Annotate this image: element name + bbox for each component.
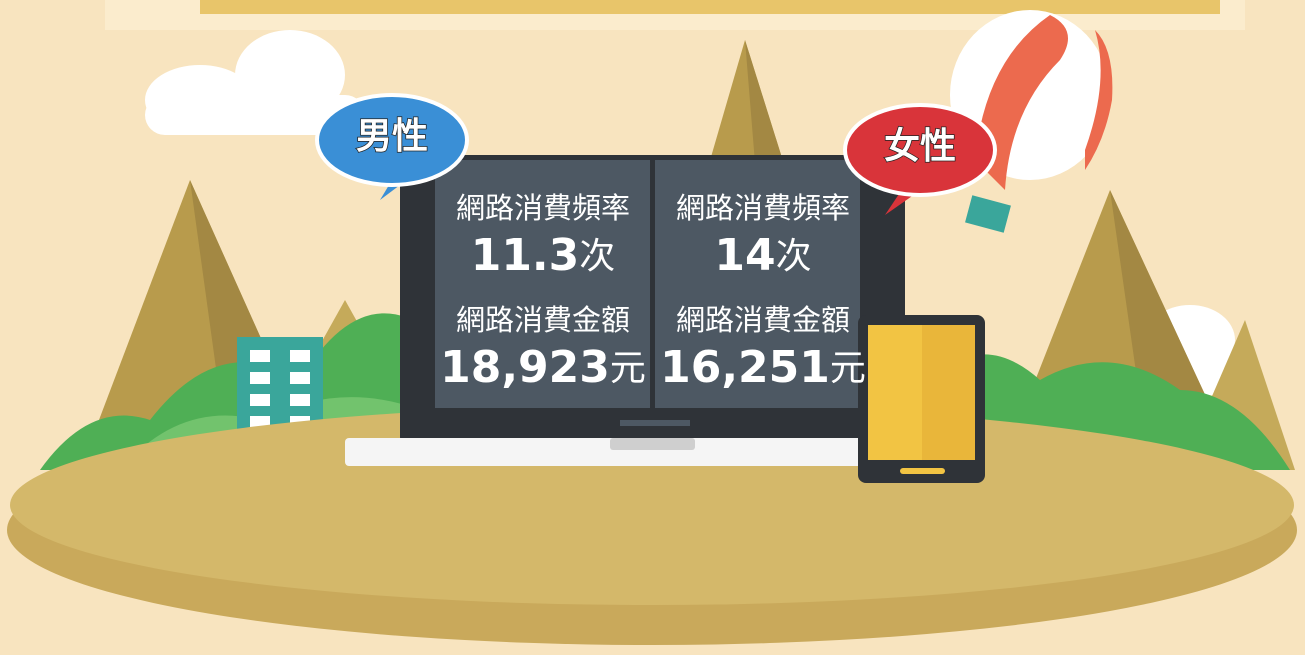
metric-value: 18,923元 (440, 342, 646, 393)
metric-label: 網路消費頻率 (676, 191, 850, 225)
metric-value: 11.3次 (471, 230, 616, 281)
metric-unit: 次 (776, 236, 812, 277)
female-bubble (843, 103, 997, 215)
metric-number: 16,251 (660, 342, 830, 393)
metric-label: 網路消費金額 (676, 303, 850, 337)
gender-label: 女性 (884, 126, 956, 167)
cloud (145, 30, 365, 135)
metric-label: 網路消費頻率 (456, 191, 630, 225)
metric-label: 網路消費金額 (456, 303, 630, 337)
metric-value: 14次 (714, 230, 811, 281)
gender-label: 男性 (356, 116, 428, 157)
metric-unit: 元 (830, 348, 866, 389)
banner (200, 0, 1220, 14)
metric-value: 16,251元 (660, 342, 866, 393)
laptop (345, 155, 960, 466)
male-bubble (315, 93, 469, 200)
tablet (858, 315, 985, 483)
metric-number: 11.3 (471, 230, 580, 281)
metric-unit: 次 (579, 236, 615, 277)
building (237, 337, 323, 435)
metric-number: 18,923 (440, 342, 610, 393)
metric-number: 14 (714, 230, 775, 281)
metric-unit: 元 (610, 348, 646, 389)
